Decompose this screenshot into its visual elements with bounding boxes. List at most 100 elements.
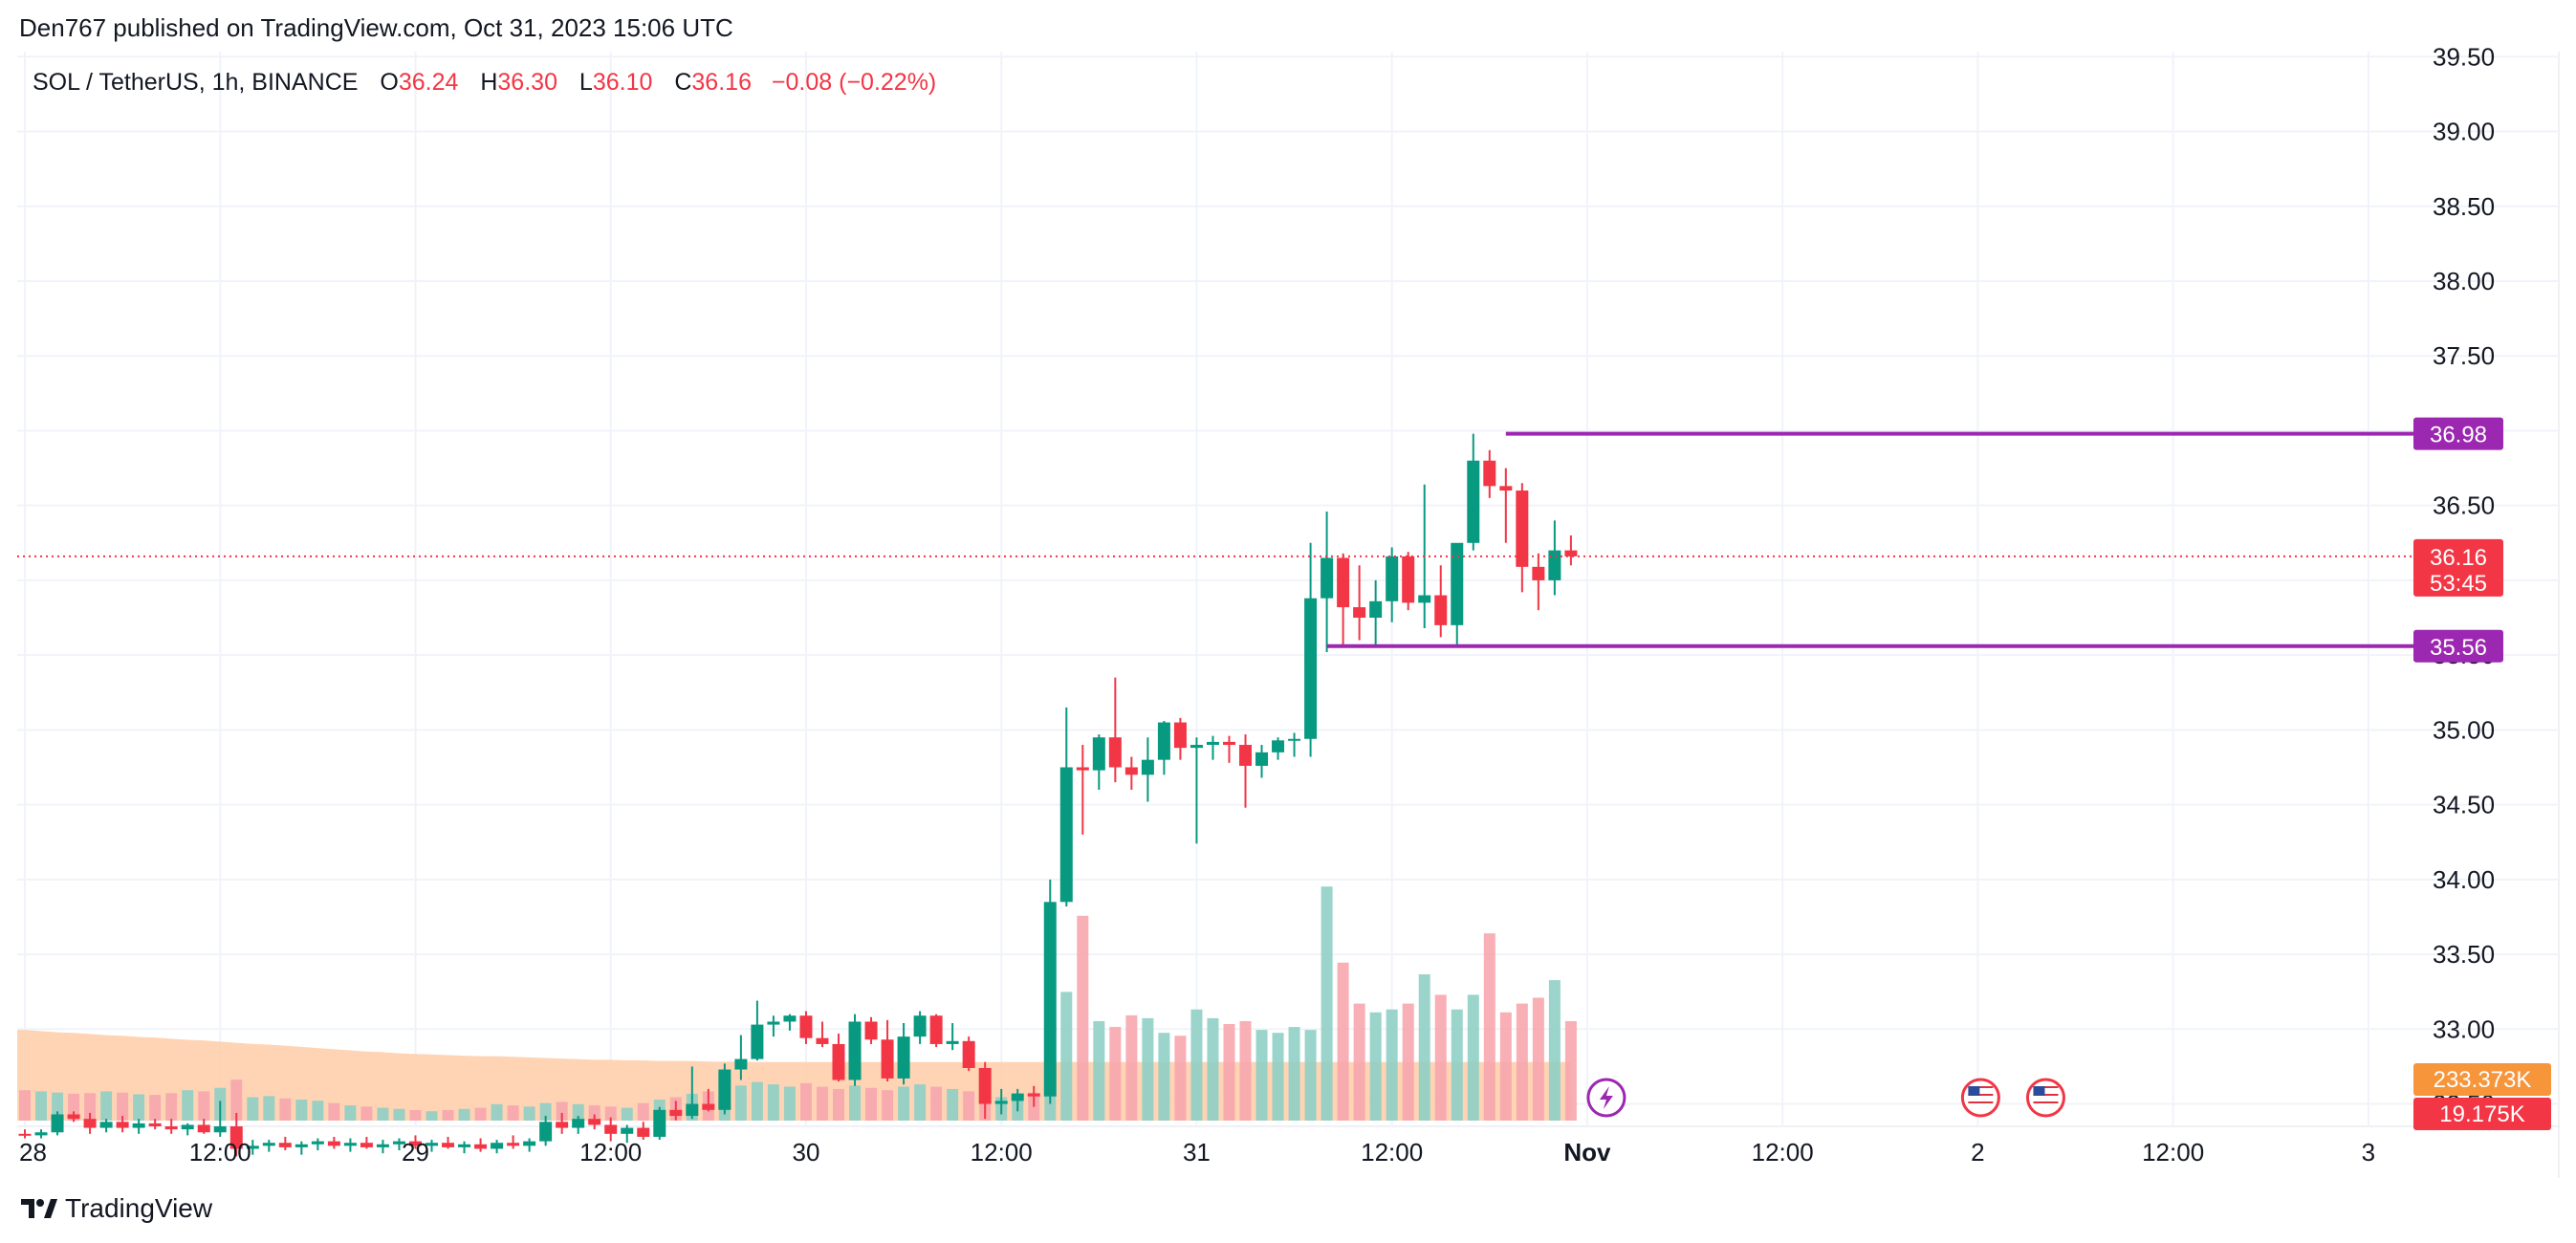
candle-body (751, 1024, 764, 1059)
candle-body (18, 1133, 32, 1136)
volume-bar (816, 1086, 828, 1121)
candle-body (51, 1114, 64, 1133)
legend-open-value: 36.24 (399, 69, 459, 96)
y-tick-label: 38.00 (2433, 267, 2495, 295)
legend-symbol: SOL / TetherUS, 1h, BINANCE (33, 69, 358, 96)
candle-body (637, 1127, 650, 1137)
volume-bar (523, 1106, 535, 1121)
volume-bar (117, 1092, 129, 1121)
candle-body (783, 1015, 797, 1022)
candle-body (148, 1123, 162, 1126)
lightning-bolt (1599, 1086, 1613, 1109)
candle-body (246, 1145, 259, 1149)
candle-body (442, 1143, 455, 1147)
volume-bar (295, 1099, 308, 1121)
last-price-label: 36.16 (2430, 545, 2487, 571)
volume-bar (133, 1094, 145, 1121)
candle-body (946, 1040, 959, 1044)
volume-bar (474, 1107, 487, 1121)
y-tick-label: 37.50 (2433, 341, 2495, 370)
last-price-badge (2413, 538, 2503, 597)
us-flag-event-icon[interactable] (1960, 1078, 2000, 1118)
x-tick-label: 2 (1971, 1138, 1984, 1167)
candle-body (1564, 550, 1578, 556)
candle-body (1386, 556, 1399, 601)
candle-body (1499, 486, 1513, 491)
volume-bar (783, 1086, 796, 1121)
candle-body (816, 1037, 829, 1044)
volume-bar (1272, 1033, 1284, 1121)
level-badge (2413, 629, 2503, 663)
lightning-event-icon[interactable] (1586, 1078, 1626, 1118)
volume-bar (409, 1109, 422, 1121)
candle-body (1467, 460, 1480, 543)
event-layer (1586, 1078, 2065, 1118)
volume-bar (751, 1081, 763, 1121)
y-tick-label: 34.50 (2433, 791, 2495, 819)
axis-layer: 39.5039.0038.5038.0037.5037.0036.5036.00… (19, 42, 2495, 1167)
candle-body (1353, 607, 1366, 619)
volume-bar (1239, 1020, 1252, 1121)
volume-bar (1337, 962, 1349, 1121)
candle-body (848, 1021, 862, 1080)
candle-body (278, 1143, 292, 1147)
candle-body (897, 1036, 910, 1079)
candle-body (1011, 1093, 1024, 1101)
flag-stripe (1968, 1094, 1994, 1096)
flag-stripe (2033, 1098, 2059, 1100)
candle-body (523, 1141, 536, 1146)
candle-body (1124, 767, 1138, 775)
volume-bar (1532, 997, 1544, 1121)
volume-bar (1402, 1003, 1414, 1121)
candle-body (1272, 740, 1285, 752)
candle-body (1304, 598, 1318, 739)
candle-body (311, 1141, 324, 1145)
volume-bar (1304, 1030, 1317, 1121)
footer: TradingView (19, 1193, 212, 1224)
y-tick-label: 33.00 (2433, 1014, 2495, 1043)
candle-body (1173, 722, 1187, 749)
volume-bar (882, 1090, 894, 1121)
us-flag-event-icon[interactable] (2025, 1078, 2065, 1118)
volume-bar (849, 1085, 862, 1121)
candle-body (686, 1103, 699, 1117)
candle-body (767, 1021, 780, 1025)
grid (17, 52, 2560, 1178)
volume-badge (2413, 1098, 2551, 1130)
volume-bar (572, 1103, 584, 1121)
candle-body (1337, 557, 1350, 608)
candle-body (295, 1144, 308, 1147)
candle-body (229, 1126, 243, 1149)
flag-stripe (1968, 1090, 1994, 1092)
candle-body (1451, 542, 1464, 625)
candle-body (1255, 752, 1269, 766)
volume-bar (1255, 1030, 1268, 1121)
volume-bar (377, 1107, 389, 1121)
volume-bar (426, 1111, 438, 1121)
candle-body (604, 1124, 618, 1134)
y-tick-label: 33.50 (2433, 940, 2495, 969)
candle-body (669, 1109, 683, 1117)
volume-bar (360, 1106, 373, 1121)
candle-body (458, 1144, 471, 1147)
x-tick-label: 12:00 (1361, 1138, 1423, 1167)
flag-stripe (2033, 1094, 2059, 1096)
candle-body (491, 1143, 504, 1149)
volume-bar (1434, 994, 1447, 1121)
y-tick-label: 35.00 (2433, 715, 2495, 744)
y-tick-label: 38.50 (2433, 192, 2495, 221)
level-badge (2413, 417, 2503, 450)
legend-change: −0.08 (−0.22%) (772, 69, 936, 96)
candle-body (1402, 556, 1415, 603)
candle-body (929, 1015, 943, 1044)
candle-body (572, 1119, 585, 1128)
volume-bar (898, 1086, 910, 1121)
volume-bar (1548, 980, 1561, 1121)
flag-stripe (2033, 1086, 2059, 1088)
footer-brand[interactable]: TradingView (65, 1193, 213, 1223)
volume-bar (19, 1090, 31, 1121)
flag-stripe (1968, 1101, 1994, 1103)
legend-low-label: L (579, 69, 593, 96)
